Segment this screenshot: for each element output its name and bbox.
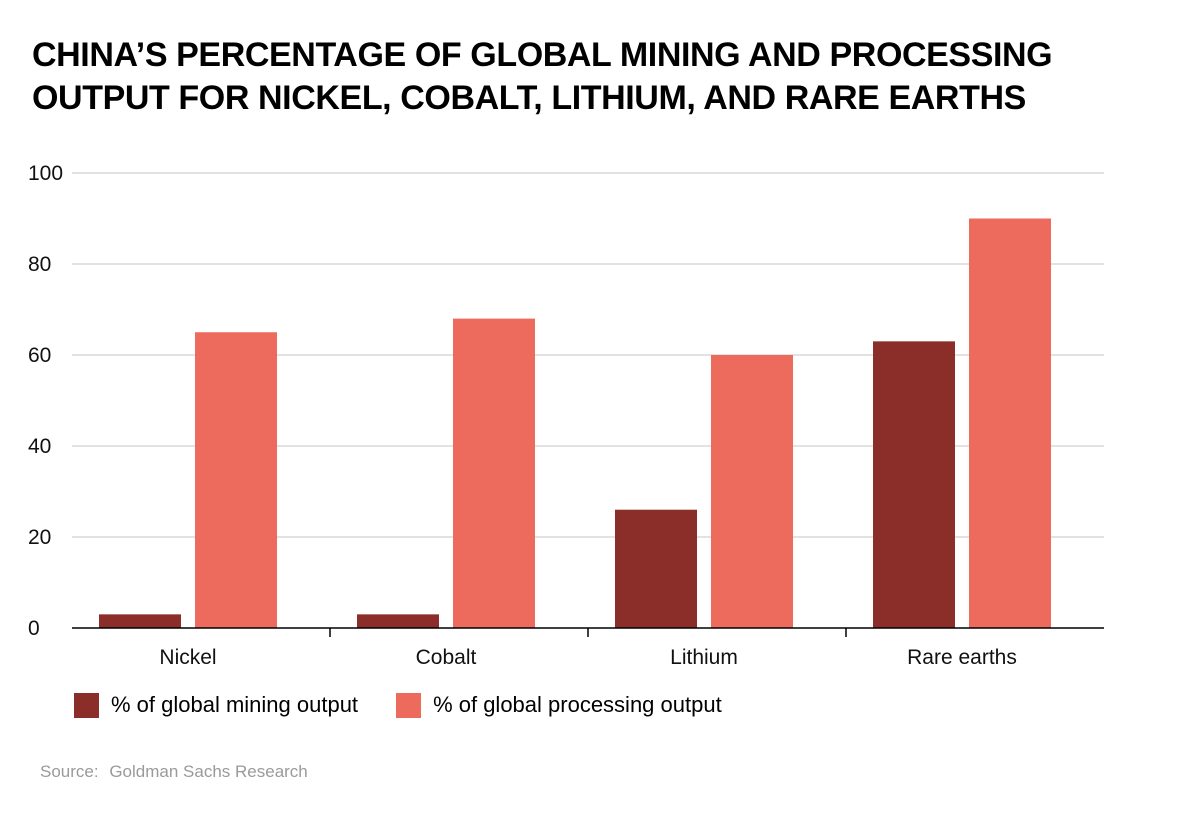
category-labels: Nickel Cobalt Lithium Rare earths [159, 646, 1016, 669]
y-tick-label: 100 [28, 162, 63, 185]
bar-cobalt-mining [357, 614, 439, 628]
y-tick-label: 40 [28, 435, 51, 458]
bar-nickel-mining [99, 614, 181, 628]
category-label: Cobalt [416, 646, 477, 669]
legend-item-mining: % of global mining output [74, 692, 358, 718]
category-label: Rare earths [907, 646, 1017, 669]
bar-cobalt-processing [453, 318, 535, 628]
source-text: Goldman Sachs Research [109, 762, 308, 781]
y-tick-label: 60 [28, 344, 51, 367]
legend-swatch-mining [74, 692, 99, 718]
bars [99, 218, 1051, 628]
chart-title: China’s percentage of global mining and … [32, 36, 1053, 117]
bar-lithium-mining [615, 509, 697, 628]
x-axis-ticks [329, 628, 847, 637]
bar-rare-earths-mining [873, 341, 955, 628]
category-label: Nickel [159, 646, 216, 669]
source-note: Source: Goldman Sachs Research [40, 762, 308, 782]
legend-label-mining: % of global mining output [111, 692, 359, 717]
legend-label-processing: % of global processing output [433, 692, 722, 717]
bar-nickel-processing [195, 332, 277, 628]
legend-item-processing: % of global processing output [396, 692, 722, 718]
y-tick-label: 80 [28, 253, 51, 276]
category-label: Lithium [670, 646, 738, 669]
bar-lithium-processing [711, 355, 793, 628]
source-label: Source: [40, 762, 99, 781]
legend: % of global mining output % of global pr… [74, 692, 760, 718]
y-tick-label: 20 [28, 526, 51, 549]
bar-rare-earths-processing [969, 218, 1051, 628]
legend-swatch-processing [396, 692, 422, 718]
y-tick-label: 0 [28, 617, 40, 640]
y-axis-ticks: 0 20 40 60 80 100 [28, 162, 63, 640]
